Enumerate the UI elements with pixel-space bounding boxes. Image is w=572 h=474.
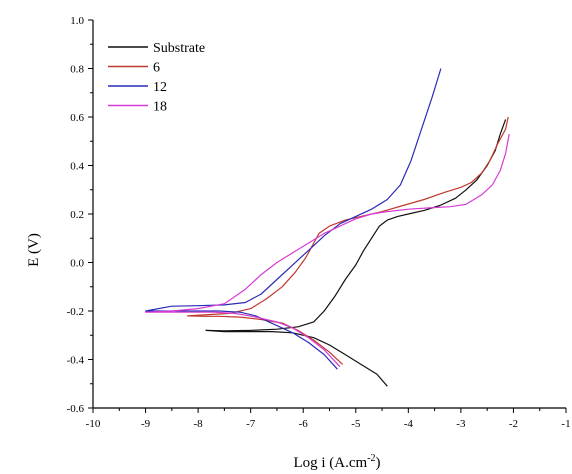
series-line-1	[205, 119, 507, 387]
x-tick-label: -1	[561, 418, 570, 430]
y-tick-label: -0.6	[67, 403, 85, 415]
series-line-4	[145, 133, 510, 368]
x-tick-label: -10	[86, 418, 101, 430]
y-tick-label: 0.0	[70, 258, 84, 270]
x-tick-label: -3	[456, 418, 466, 430]
x-tick-label: -7	[246, 418, 256, 430]
y-tick-label: -0.4	[67, 355, 85, 367]
legend-label-4: 18	[153, 100, 167, 115]
y-tick-label: -0.2	[67, 306, 84, 318]
x-axis-label-main: Log i (A.cm	[293, 455, 367, 471]
legend-label-3: 12	[153, 80, 167, 95]
x-tick-label: -8	[194, 418, 204, 430]
y-tick-label: 0.4	[70, 161, 84, 173]
legend-label-2: 6	[153, 61, 160, 76]
x-tick-label: -4	[404, 418, 414, 430]
series-line-3	[145, 68, 442, 370]
y-tick-label: 0.8	[70, 64, 84, 76]
x-axis-label-superscript: -2	[367, 453, 375, 464]
x-tick-label: -6	[299, 418, 309, 430]
x-tick-label: -9	[141, 418, 151, 430]
x-axis-label: Log i (A.cm-2)	[293, 453, 380, 471]
y-tick-label: 0.6	[70, 112, 84, 124]
y-tick-label: 0.2	[70, 209, 84, 221]
legend-label-1: Substrate	[153, 41, 205, 56]
x-tick-label: -5	[351, 418, 361, 430]
series-line-2	[187, 116, 509, 365]
plot-lines	[145, 68, 510, 387]
x-axis-label-close: )	[376, 455, 381, 471]
y-axis-label: E (V)	[26, 233, 42, 267]
x-tick-label: -2	[509, 418, 518, 430]
y-tick-label: 1.0	[70, 15, 84, 27]
legend: Substrate 6 12 18	[108, 41, 205, 115]
axes: -10 -9 -8 -7 -6 -5 -4 -3 -2 -1 -0.6 -0.4 -0.2 0.0 0.2 0…	[67, 15, 571, 430]
